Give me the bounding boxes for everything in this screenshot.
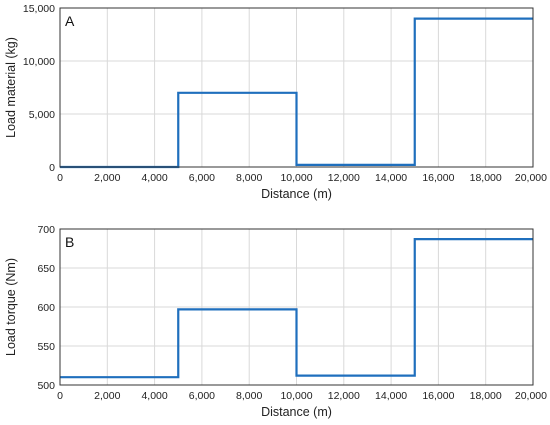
panel-a-y-axis-label: Load material (kg) bbox=[4, 37, 18, 138]
panel-b-x-tick-label: 6,000 bbox=[189, 390, 215, 402]
panel-a-y-tick-label: 15,000 bbox=[23, 3, 55, 15]
panel-b-x-tick-label: 8,000 bbox=[236, 390, 262, 402]
panel-a-series-line bbox=[60, 17, 533, 169]
panel-b-x-tick-label: 18,000 bbox=[470, 390, 502, 402]
panel-a-x-tick-label: 6,000 bbox=[189, 172, 215, 184]
panel-a-x-tick-label: 12,000 bbox=[328, 172, 360, 184]
panel-a-x-tick-label: 4,000 bbox=[141, 172, 167, 184]
panel-a-plot-frame bbox=[59, 7, 534, 168]
panel-a-x-tick-label: 0 bbox=[57, 172, 63, 184]
panel-a-x-tick-label: 14,000 bbox=[375, 172, 407, 184]
panel-a-x-tick-label: 8,000 bbox=[236, 172, 262, 184]
panel-a-letter: A bbox=[65, 13, 75, 29]
panel-b-y-tick-label: 650 bbox=[37, 263, 55, 275]
chart-panel-b: 0 2,000 4,000 6,000 8,000 10,000 12,000 14,000 1… bbox=[4, 224, 547, 419]
chart-panel-a: 0 2,000 4,000 6,000 8,000 10,000 12,000 14,000 1… bbox=[4, 3, 547, 201]
panel-b-x-tick-label: 0 bbox=[57, 390, 63, 402]
panel-a-x-tick-label: 20,000 bbox=[515, 172, 547, 184]
panel-a-y-tick-label: 5,000 bbox=[29, 109, 55, 121]
panel-b-x-tick-label: 2,000 bbox=[94, 390, 120, 402]
panel-b-x-axis-label: Distance (m) bbox=[261, 405, 332, 419]
panel-a-y-tick-label: 10,000 bbox=[23, 56, 55, 68]
panel-b-y-tick-label: 550 bbox=[37, 341, 55, 353]
panel-a-x-tick-label: 2,000 bbox=[94, 172, 120, 184]
panel-b-letter: B bbox=[65, 234, 74, 250]
panel-b-series-line bbox=[60, 238, 533, 379]
panel-a-x-tick-label: 10,000 bbox=[280, 172, 312, 184]
panel-b-x-tick-label: 20,000 bbox=[515, 390, 547, 402]
panel-a-y-tick-label: 0 bbox=[49, 162, 55, 174]
panel-b-x-tick-label: 14,000 bbox=[375, 390, 407, 402]
panel-b-x-tick-label: 16,000 bbox=[422, 390, 454, 402]
panel-a-x-axis-label: Distance (m) bbox=[261, 187, 332, 201]
panel-a-x-tick-label: 18,000 bbox=[470, 172, 502, 184]
panel-b-y-axis-label: Load torque (Nm) bbox=[4, 258, 18, 356]
panel-b-x-tick-label: 12,000 bbox=[328, 390, 360, 402]
panel-b-x-tick-label: 10,000 bbox=[280, 390, 312, 402]
panel-b-plot-frame bbox=[59, 228, 534, 386]
panel-b-y-tick-label: 700 bbox=[37, 224, 55, 236]
panel-a-x-tick-label: 16,000 bbox=[422, 172, 454, 184]
panel-b-x-tick-label: 4,000 bbox=[141, 390, 167, 402]
panel-b-y-tick-label: 600 bbox=[37, 302, 55, 314]
panel-b-y-tick-label: 500 bbox=[37, 380, 55, 392]
